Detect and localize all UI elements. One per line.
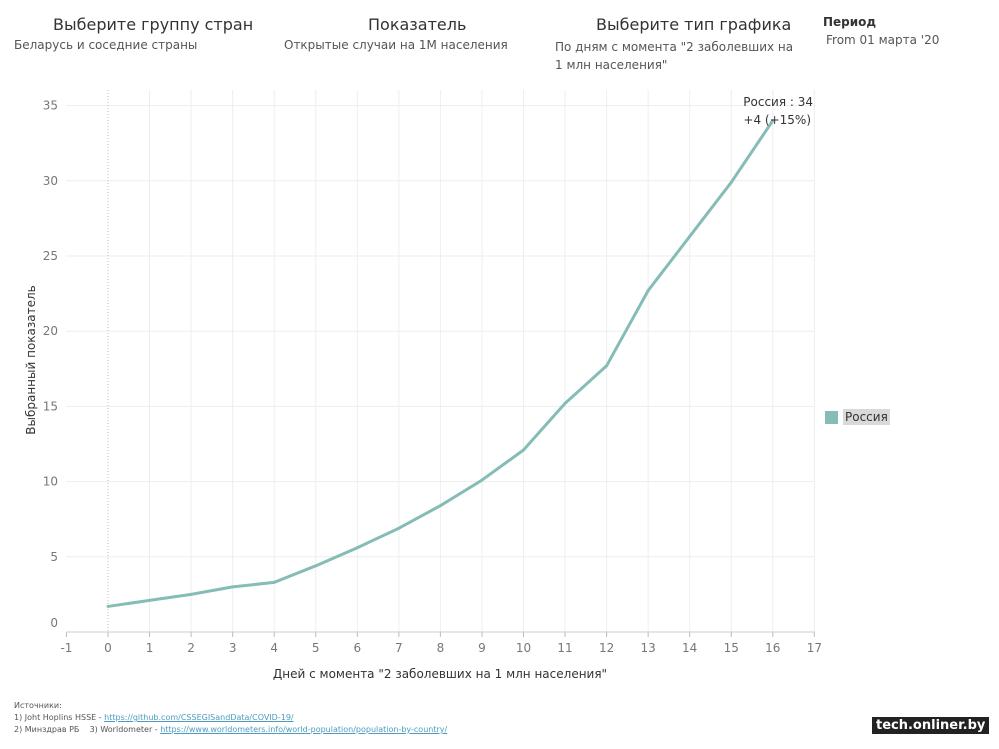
- data-point: [563, 401, 567, 405]
- source-2-link[interactable]: https://www.worldometers.info/world-popu…: [160, 725, 448, 734]
- sources-title: Источники:: [14, 701, 62, 710]
- watermark: tech.onliner.by: [872, 717, 990, 734]
- x-tick-label: 10: [516, 641, 531, 655]
- data-point: [605, 364, 609, 368]
- x-tick-label: 0: [104, 641, 112, 655]
- y-tick-label: 30: [43, 174, 58, 188]
- period-filter-title: Период: [823, 15, 877, 29]
- y-tick-label: 5: [50, 550, 58, 564]
- data-point: [397, 526, 401, 530]
- data-point: [314, 564, 318, 568]
- legend-swatch: [825, 410, 838, 424]
- x-tick-label: -1: [60, 641, 72, 655]
- x-tick-label: 13: [641, 641, 656, 655]
- x-tick-label: 3: [229, 641, 237, 655]
- x-tick-label: 11: [557, 641, 572, 655]
- data-point: [771, 119, 775, 123]
- group-filter-title: Выберите группу стран: [53, 15, 254, 34]
- legend-item[interactable]: Россия: [825, 409, 890, 425]
- data-point: [438, 504, 442, 508]
- y-tick-label: 10: [43, 475, 58, 489]
- data-point: [189, 592, 193, 596]
- chart-type-filter-value[interactable]: По дням с момента "2 заболевших на 1 млн…: [555, 40, 794, 72]
- y-tick-label: 25: [43, 249, 58, 263]
- data-point: [272, 580, 276, 584]
- annotation-value: Россия : 34: [743, 95, 813, 109]
- x-tick-label: 16: [765, 641, 780, 655]
- source-2-text: 2) Минздрав РБ 3) Worldometer -: [14, 725, 161, 734]
- x-tick-label: 9: [478, 641, 486, 655]
- data-point: [522, 448, 525, 452]
- data-point: [148, 598, 152, 602]
- x-tick-label: 1: [146, 641, 154, 655]
- metric-filter-title: Показатель: [368, 15, 467, 34]
- x-tick-label: 17: [807, 641, 822, 655]
- data-point: [729, 180, 733, 184]
- group-filter-value[interactable]: Беларусь и соседние страны: [14, 38, 198, 52]
- data-point: [106, 604, 110, 608]
- annotation-change: +4 (+15%): [743, 113, 811, 127]
- y-tick-label: 15: [43, 399, 58, 413]
- period-filter-value[interactable]: From 01 марта '20: [826, 33, 940, 47]
- x-tick-label: 12: [599, 641, 614, 655]
- x-tick-label: 2: [187, 641, 195, 655]
- y-axis-title: Выбранный показатель: [24, 285, 38, 435]
- data-point: [688, 234, 692, 238]
- x-axis-title: Дней с момента "2 заболевших на 1 млн на…: [273, 667, 607, 681]
- x-tick-label: 15: [724, 641, 739, 655]
- chart-type-filter-title: Выберите тип графика: [596, 15, 792, 34]
- data-point: [646, 289, 650, 293]
- metric-filter-value[interactable]: Открытые случаи на 1М населения: [284, 38, 508, 52]
- x-tick-label: 7: [395, 641, 403, 655]
- source-1-link[interactable]: https://github.com/CSSEGISandData/COVID-…: [104, 713, 294, 722]
- data-point: [231, 585, 235, 589]
- y-tick-label: 35: [43, 99, 58, 113]
- source-1-text: 1) Joht Hoplins HSSE -: [14, 713, 105, 722]
- x-tick-label: 8: [437, 641, 445, 655]
- y-tick-label: 20: [43, 324, 58, 338]
- sources: Источники: 1) Joht Hoplins HSSE - https:…: [14, 700, 447, 736]
- x-tick-label: 5: [312, 641, 320, 655]
- y-tick-label: 0: [50, 616, 58, 630]
- x-tick-label: 4: [270, 641, 278, 655]
- x-tick-label: 14: [682, 641, 697, 655]
- data-point: [355, 546, 359, 550]
- legend-label: Россия: [843, 409, 890, 425]
- data-point: [480, 478, 484, 482]
- x-tick-label: 6: [353, 641, 361, 655]
